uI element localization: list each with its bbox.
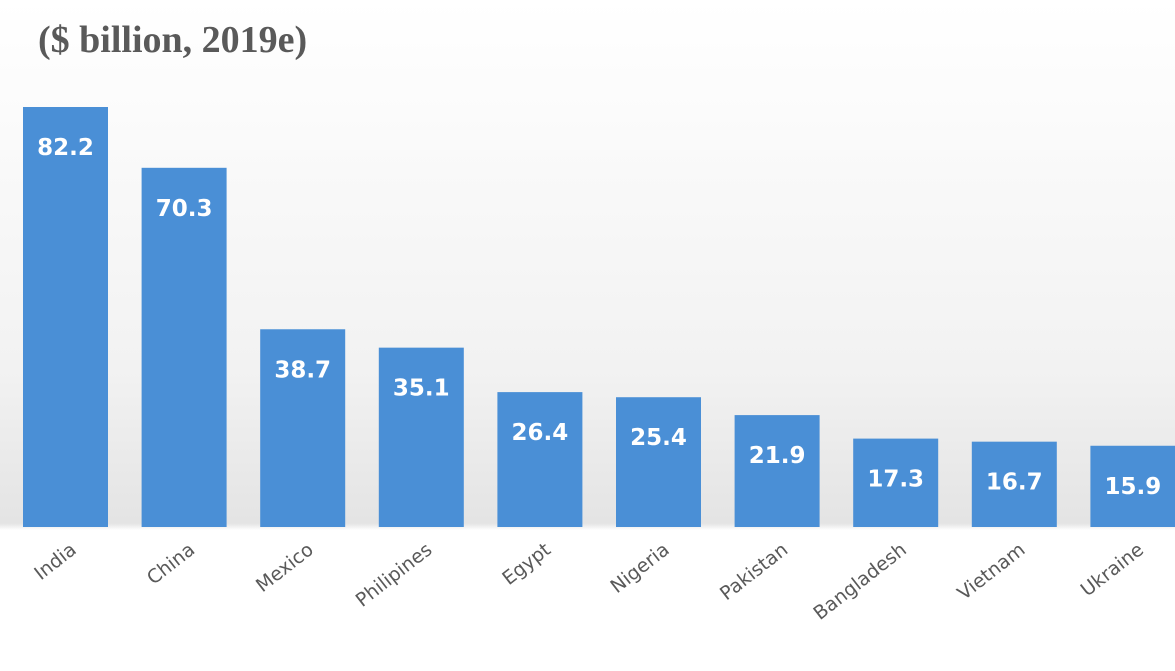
bar xyxy=(616,397,701,527)
bar xyxy=(141,167,227,527)
value-label: 25.4 xyxy=(630,425,687,451)
bar xyxy=(971,441,1057,527)
value-label: 82.2 xyxy=(37,135,94,161)
value-label: 26.4 xyxy=(512,420,569,446)
bar xyxy=(1090,445,1175,527)
value-label: 35.1 xyxy=(393,376,450,402)
value-label: 21.9 xyxy=(749,443,806,469)
bar xyxy=(497,392,583,527)
value-label: 38.7 xyxy=(274,357,331,383)
value-label: 16.7 xyxy=(986,470,1043,496)
bar xyxy=(23,107,108,527)
value-label: 70.3 xyxy=(156,196,213,222)
value-label: 17.3 xyxy=(867,467,924,493)
bar xyxy=(853,438,939,527)
value-label: 15.9 xyxy=(1105,474,1162,500)
chart-title: ($ billion, 2019e) xyxy=(38,19,307,61)
bar xyxy=(378,347,464,527)
bar xyxy=(734,415,820,527)
bar xyxy=(260,329,346,527)
